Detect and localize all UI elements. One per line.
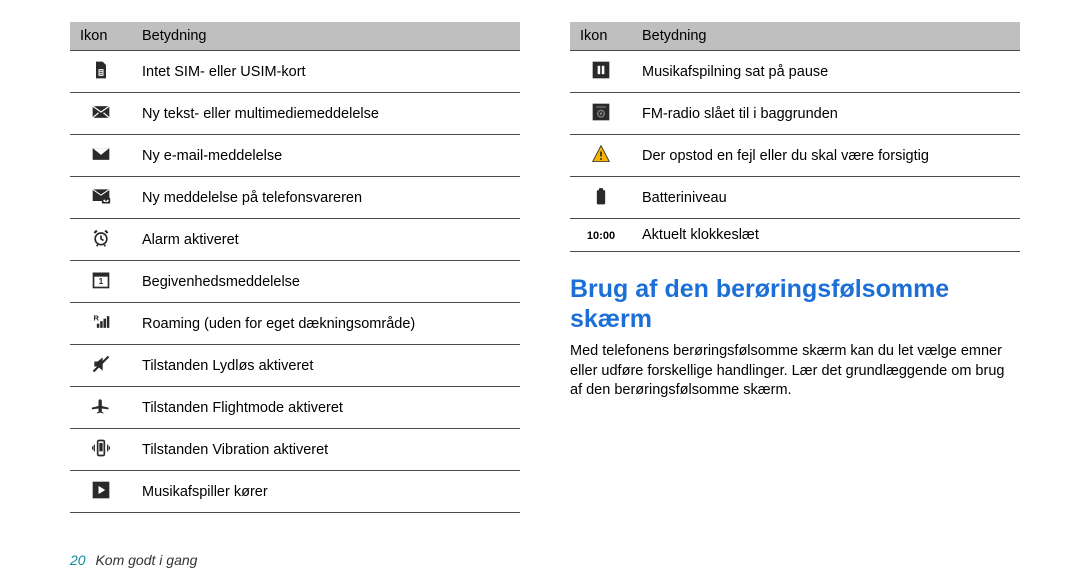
table-row: Ny e-mail-meddelelse: [70, 135, 520, 177]
table-row: Intet SIM- eller USIM-kort: [70, 51, 520, 93]
radio-icon: [570, 93, 632, 135]
table-row: Ny meddelelse på telefonsvareren: [70, 177, 520, 219]
table-row: Ny tekst- eller multimediemeddelelse: [70, 93, 520, 135]
svg-text:1: 1: [99, 276, 104, 286]
calendar-icon: 1: [70, 261, 132, 303]
meaning-cell: Aktuelt klokkeslæt: [632, 219, 1020, 252]
table-row: Batteriniveau: [570, 177, 1020, 219]
col-header-icon: Ikon: [70, 22, 132, 51]
col-header-meaning: Betydning: [132, 22, 520, 51]
table-row: 1 Begivenhedsmeddelelse: [70, 261, 520, 303]
meaning-cell: Batteriniveau: [632, 177, 1020, 219]
meaning-cell: Alarm aktiveret: [132, 219, 520, 261]
meaning-cell: Der opstod en fejl eller du skal være fo…: [632, 135, 1020, 177]
voicemail-icon: [70, 177, 132, 219]
meaning-cell: Intet SIM- eller USIM-kort: [132, 51, 520, 93]
vibration-icon: [70, 429, 132, 471]
meaning-cell: Begivenhedsmeddelelse: [132, 261, 520, 303]
table-row: Musikafspilning sat på pause: [570, 51, 1020, 93]
icon-table-left: Ikon Betydning Intet SIM- eller USIM-kor…: [70, 22, 520, 513]
table-row: Tilstanden Vibration aktiveret: [70, 429, 520, 471]
clock-icon: 10:00: [570, 219, 632, 252]
table-row: Musikafspiller kører: [70, 471, 520, 513]
meaning-cell: FM-radio slået til i baggrunden: [632, 93, 1020, 135]
meaning-cell: Tilstanden Flightmode aktiveret: [132, 387, 520, 429]
section-paragraph: Med telefonens berøringsfølsomme skærm k…: [570, 342, 1020, 401]
mail-icon: [70, 135, 132, 177]
pause-icon: [570, 51, 632, 93]
play-icon: [70, 471, 132, 513]
table-row: 10:00 Aktuelt klokkeslæt: [570, 219, 1020, 252]
table-row: Alarm aktiveret: [70, 219, 520, 261]
icon-table-right: Ikon Betydning Musikafspilning sat på pa…: [570, 22, 1020, 252]
section-heading: Brug af den berøringsfølsomme skærm: [570, 274, 1020, 334]
roaming-icon: R: [70, 303, 132, 345]
meaning-cell: Ny meddelelse på telefonsvareren: [132, 177, 520, 219]
table-row: Der opstod en fejl eller du skal være fo…: [570, 135, 1020, 177]
battery-icon: [570, 177, 632, 219]
clock-icon-text: 10:00: [587, 230, 615, 242]
footer-section: Kom godt i gang: [95, 552, 197, 568]
table-row: Tilstanden Lydløs aktiveret: [70, 345, 520, 387]
alarm-icon: [70, 219, 132, 261]
meaning-cell: Roaming (uden for eget dækningsområde): [132, 303, 520, 345]
col-header-icon: Ikon: [570, 22, 632, 51]
table-row: FM-radio slået til i baggrunden: [570, 93, 1020, 135]
svg-text:R: R: [94, 313, 100, 322]
meaning-cell: Ny tekst- eller multimediemeddelelse: [132, 93, 520, 135]
table-row: R Roaming (uden for eget dækningsområde): [70, 303, 520, 345]
plane-icon: [70, 387, 132, 429]
meaning-cell: Ny e-mail-meddelelse: [132, 135, 520, 177]
page-footer: 20 Kom godt i gang: [70, 552, 197, 568]
meaning-cell: Musikafspiller kører: [132, 471, 520, 513]
meaning-cell: Tilstanden Vibration aktiveret: [132, 429, 520, 471]
table-row: Tilstanden Flightmode aktiveret: [70, 387, 520, 429]
envelope-x-icon: [70, 93, 132, 135]
meaning-cell: Musikafspilning sat på pause: [632, 51, 1020, 93]
sim-icon: [70, 51, 132, 93]
right-column: Ikon Betydning Musikafspilning sat på pa…: [570, 22, 1020, 513]
left-column: Ikon Betydning Intet SIM- eller USIM-kor…: [70, 22, 520, 513]
meaning-cell: Tilstanden Lydløs aktiveret: [132, 345, 520, 387]
page-number: 20: [70, 552, 86, 568]
col-header-meaning: Betydning: [632, 22, 1020, 51]
warning-icon: [570, 135, 632, 177]
mute-icon: [70, 345, 132, 387]
